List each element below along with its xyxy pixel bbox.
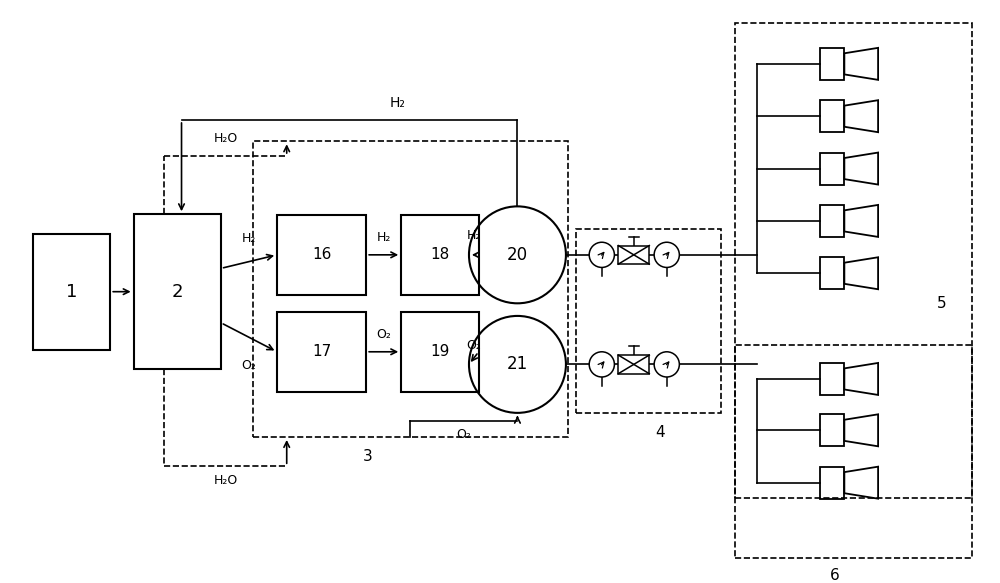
Text: H₂: H₂ xyxy=(242,232,256,245)
Bar xyxy=(820,363,844,395)
Text: 4: 4 xyxy=(656,425,665,440)
Bar xyxy=(820,48,844,80)
Bar xyxy=(735,23,972,498)
Text: 18: 18 xyxy=(430,247,450,262)
Circle shape xyxy=(654,243,679,268)
Bar xyxy=(820,257,844,289)
Bar xyxy=(820,153,844,185)
Bar xyxy=(33,234,110,350)
Text: O₂: O₂ xyxy=(466,339,481,352)
Bar xyxy=(277,312,366,392)
Text: 6: 6 xyxy=(830,568,839,582)
Bar xyxy=(576,229,721,413)
Text: 16: 16 xyxy=(312,247,331,262)
Text: 19: 19 xyxy=(430,345,450,359)
Bar xyxy=(820,100,844,132)
Bar xyxy=(134,214,221,369)
Text: H₂: H₂ xyxy=(390,96,406,110)
Text: O₂: O₂ xyxy=(376,328,391,341)
Circle shape xyxy=(589,243,614,268)
Bar xyxy=(820,205,844,237)
Bar xyxy=(618,245,649,264)
Bar xyxy=(401,312,479,392)
Text: O₂: O₂ xyxy=(456,428,471,441)
Bar xyxy=(401,215,479,294)
Text: 2: 2 xyxy=(171,283,183,301)
Bar xyxy=(820,415,844,447)
Bar xyxy=(277,215,366,294)
Text: 5: 5 xyxy=(937,296,946,311)
Text: 21: 21 xyxy=(507,356,528,373)
Bar xyxy=(735,345,972,559)
Text: 17: 17 xyxy=(312,345,331,359)
Text: O₂: O₂ xyxy=(241,359,256,372)
Bar xyxy=(820,466,844,498)
Text: 3: 3 xyxy=(363,449,373,464)
Text: H₂O: H₂O xyxy=(213,132,238,145)
Circle shape xyxy=(654,352,679,377)
Bar xyxy=(618,355,649,374)
Text: 20: 20 xyxy=(507,246,528,264)
Text: H₂: H₂ xyxy=(467,229,481,243)
Text: H₂: H₂ xyxy=(376,231,391,244)
Circle shape xyxy=(589,352,614,377)
Bar xyxy=(253,142,568,437)
Text: H₂O: H₂O xyxy=(213,473,238,487)
Text: 1: 1 xyxy=(66,283,77,301)
